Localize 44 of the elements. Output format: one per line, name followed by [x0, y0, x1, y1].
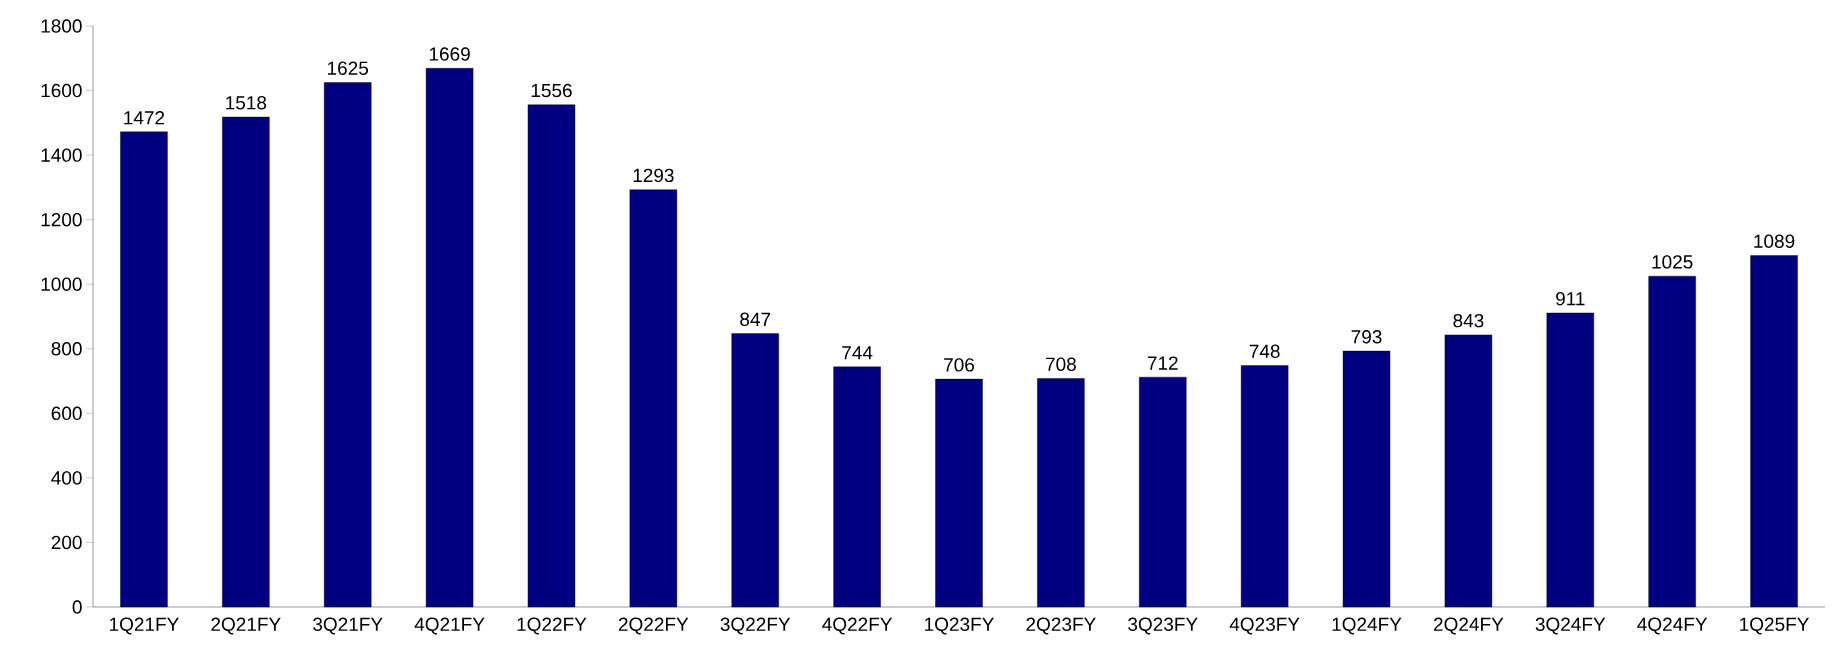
data-label: 1556	[531, 83, 572, 98]
y-tick-label: 200	[51, 535, 82, 550]
y-tick-label: 1400	[41, 148, 82, 162]
x-tick-label: 1Q23FY	[925, 617, 994, 635]
y-tick-label: 400	[51, 471, 82, 485]
x-tick-label: 4Q21FY	[414, 617, 485, 635]
y-tick-label: 600	[51, 406, 82, 421]
data-label: 911	[1556, 291, 1585, 306]
x-tick-label: 1Q24FY	[1332, 617, 1402, 635]
x-tick-label: 3Q23FY	[1128, 617, 1198, 635]
x-tick-label: 4Q23FY	[1229, 617, 1300, 635]
data-label: 1025	[1652, 255, 1693, 269]
x-tick-label: 2Q23FY	[1026, 617, 1096, 635]
y-tick-label: 1000	[41, 277, 82, 291]
data-label: 712	[1147, 356, 1178, 370]
x-tick-label: 3Q22FY	[720, 617, 791, 635]
data-label: 1089	[1754, 234, 1795, 248]
data-label: 843	[1453, 313, 1484, 328]
data-label: 748	[1249, 344, 1280, 359]
x-tick-label: 2Q24FY	[1433, 617, 1504, 635]
x-tick-label: 2Q22FY	[618, 617, 689, 635]
data-label: 793	[1351, 330, 1382, 344]
x-tick-label: 1Q21FY	[110, 617, 179, 635]
data-label: 708	[1046, 357, 1076, 371]
x-tick-label: 3Q21FY	[313, 617, 383, 635]
x-tick-label: 1Q22FY	[517, 617, 587, 635]
y-tick-label: 1600	[41, 83, 82, 98]
y-tick-label: 1800	[41, 19, 82, 33]
data-label: 1518	[226, 96, 267, 110]
y-tick-label: 800	[51, 342, 82, 356]
x-tick-label: 4Q22FY	[822, 617, 893, 635]
x-tick-label: 1Q25FY	[1740, 617, 1810, 635]
x-tick-label: 4Q24FY	[1637, 617, 1708, 635]
y-tick-label: 1200	[41, 212, 82, 227]
data-label: 847	[740, 312, 771, 327]
data-label: 1625	[328, 61, 369, 75]
x-tick-label: 3Q24FY	[1535, 617, 1606, 635]
x-tick-label: 2Q21FY	[211, 617, 281, 635]
y-tick-label: 0	[72, 600, 82, 614]
data-label: 1669	[429, 47, 470, 61]
data-label: 1472	[124, 111, 165, 125]
data-label: 706	[944, 358, 974, 372]
data-label: 1293	[633, 168, 674, 183]
data-label: 744	[842, 346, 873, 360]
